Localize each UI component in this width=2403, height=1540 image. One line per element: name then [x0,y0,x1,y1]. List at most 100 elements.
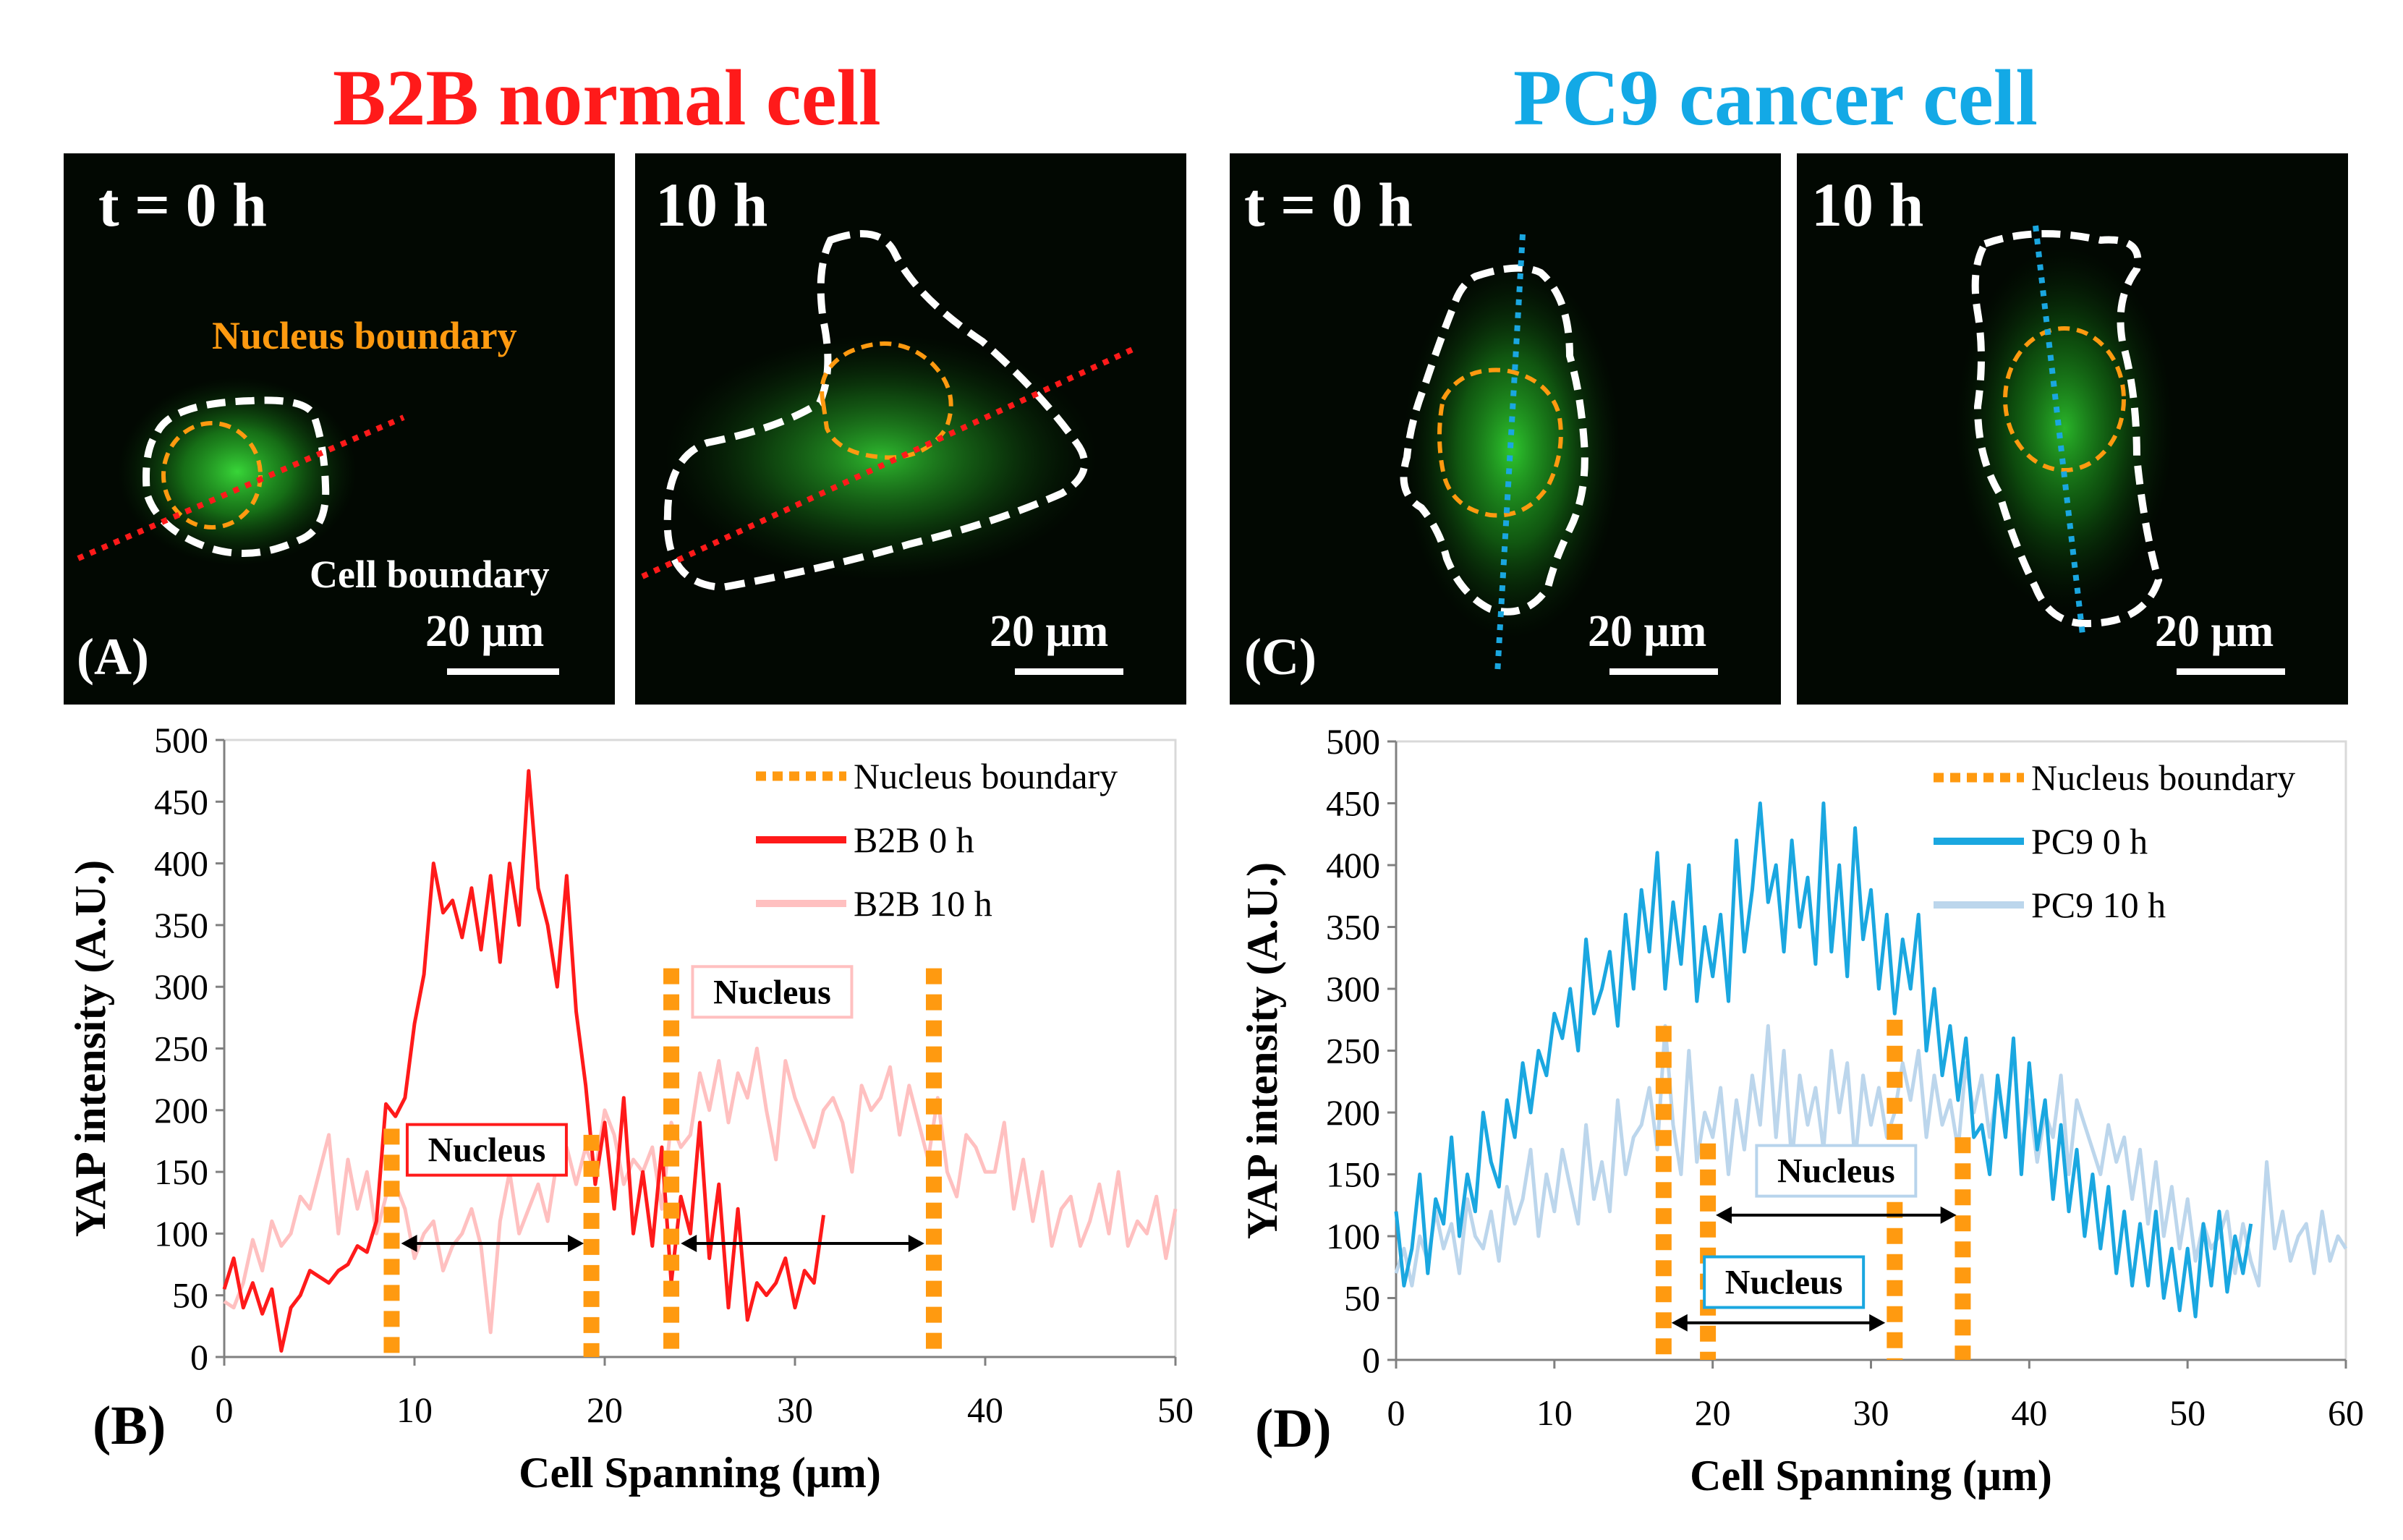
series-line-b2b-0-h [222,769,825,1353]
y-tick-label: 500 [154,720,208,760]
nucleus-boundary-outline [161,421,263,529]
cell-boundary-outline [1400,264,1588,616]
x-tick-label: 40 [967,1390,1003,1430]
x-axis-label: Cell Spanning (μm) [519,1449,881,1497]
chart-pc9: 0 50 100 150 200 250 300 350 400 450 500 0 10 20 30 40 5… [1201,716,2403,1540]
panel-label-a: (A) [77,628,149,686]
title-pc9: PC9 cancer cell [1513,54,2038,142]
time-label: 10 h [655,170,768,239]
y-tick-label: 400 [1326,845,1380,885]
x-tick-label: 20 [587,1390,623,1430]
y-tick-label: 150 [1326,1154,1380,1195]
arrowhead-left [1671,1314,1688,1332]
y-axis-label: YAP intensity (A.U.) [67,860,114,1237]
scale-label: 20 μm [425,607,545,656]
nucleus-boundary-outline [820,341,953,460]
y-tick-label: 300 [154,966,208,1007]
x-tick-label: 50 [1157,1390,1194,1430]
time-label: t = 0 h [98,170,267,239]
nucleus-boundary-outline [2003,326,2126,472]
series-line-pc9-10-h [1394,1024,2348,1288]
y-tick-label: 250 [154,1029,208,1069]
y-tick-label: 100 [1326,1216,1380,1256]
scale-label: 20 μm [990,607,1109,656]
y-tick-label: 100 [154,1213,208,1254]
cell-fluorescence [1403,262,1620,638]
x-tick-label: 30 [777,1390,813,1430]
cell-boundary-outline [663,230,1089,592]
x-tick-label: 40 [2011,1392,2047,1433]
x-tick-label: 0 [1387,1392,1405,1433]
profile-line [2033,225,2085,635]
x-tick-label: 10 [1536,1392,1573,1433]
nucleus-label: Nucleus [428,1131,546,1170]
arrowhead-left [681,1235,697,1253]
panel-label-c: (C) [1244,628,1317,686]
arrowhead-right [1940,1206,1957,1224]
x-tick-label: 0 [216,1390,234,1430]
nucleus-label-box [405,1123,568,1177]
micrograph-pc9-0h: t = 0 h (C) 20 μm [1230,153,1781,705]
arrowhead-left [1716,1206,1732,1224]
micrograph-b2b-0h: t = 0 h Nucleus boundary Cell boundary (… [64,153,615,705]
micrograph-b2b-10h: 10 h 20 μm [635,153,1186,705]
time-label: t = 0 h [1244,170,1413,239]
scale-bar [447,668,559,675]
profile-line [1494,234,1526,675]
chart-b2b-svg: 0 50 100 150 200 250 300 350 400 450 500 0 10 20 30 40 5… [67,720,1194,1497]
arrowhead-left [401,1235,417,1253]
y-tick-label: 450 [154,781,208,822]
nucleus-label: Nucleus [713,973,831,1011]
cell-fluorescence [118,378,357,566]
y-tick-label: 50 [1344,1278,1380,1319]
nucleus-boundary-annotation: Nucleus boundary [212,314,517,357]
chart-pc9-svg: 0 50 100 150 200 250 300 350 400 450 500 0 10 20 30 40 5… [1238,721,2364,1499]
y-tick-label: 300 [1326,969,1380,1009]
title-b2b: B2B normal cell [333,54,881,142]
panel-label: (B) [93,1395,166,1456]
scale-bar [2177,668,2285,675]
legend-label: B2B 0 h [854,820,974,860]
y-tick-label: 200 [154,1090,208,1131]
cell-boundary-annotation: Cell boundary [310,553,550,596]
x-tick-label: 20 [1695,1392,1731,1433]
x-tick-label: 60 [2328,1392,2364,1433]
y-axis-label: YAP intensity (A.U.) [1238,862,1286,1239]
panel-label: (D) [1255,1398,1332,1459]
y-tick-label: 350 [154,905,208,945]
arrowhead-right [568,1235,584,1253]
legend-label: B2B 10 h [854,883,992,924]
y-tick-label: 150 [154,1152,208,1192]
x-axis-label: Cell Spanning (μm) [1690,1452,2052,1499]
y-tick-label: 400 [154,843,208,884]
legend-label: Nucleus boundary [2031,757,2295,798]
arrowhead-right [1869,1314,1886,1332]
scale-bar [1015,668,1123,675]
x-tick-label: 10 [396,1390,433,1430]
nucleus-label: Nucleus [1725,1264,1843,1302]
micrograph-pc9-10h: 10 h 20 μm [1797,153,2348,705]
time-label: 10 h [1811,170,1924,239]
scale-label: 20 μm [2155,607,2274,656]
y-tick-label: 500 [1326,721,1380,762]
y-tick-label: 200 [1326,1092,1380,1133]
cell-fluorescence [664,334,1098,580]
x-tick-label: 30 [1853,1392,1889,1433]
series-line-pc9-0-h [1394,801,2253,1319]
legend-label: PC9 0 h [2031,821,2148,862]
cell-fluorescence [1956,247,2173,609]
arrowhead-right [908,1235,924,1253]
nucleus-label: Nucleus [1777,1152,1895,1191]
series-line-b2b-10-h [223,1047,1178,1335]
y-tick-label: 0 [1362,1340,1380,1380]
nucleus-label-box [1755,1144,1918,1198]
nucleus-label-box [691,965,854,1019]
y-tick-label: 450 [1326,783,1380,824]
y-tick-label: 50 [172,1275,208,1316]
cell-boundary-outline [143,396,330,557]
legend-label: Nucleus boundary [854,756,1118,796]
cell-boundary-outline [1971,230,2163,628]
plot-frame [223,739,1177,1358]
y-tick-label: 250 [1326,1031,1380,1071]
y-tick-label: 350 [1326,907,1380,948]
